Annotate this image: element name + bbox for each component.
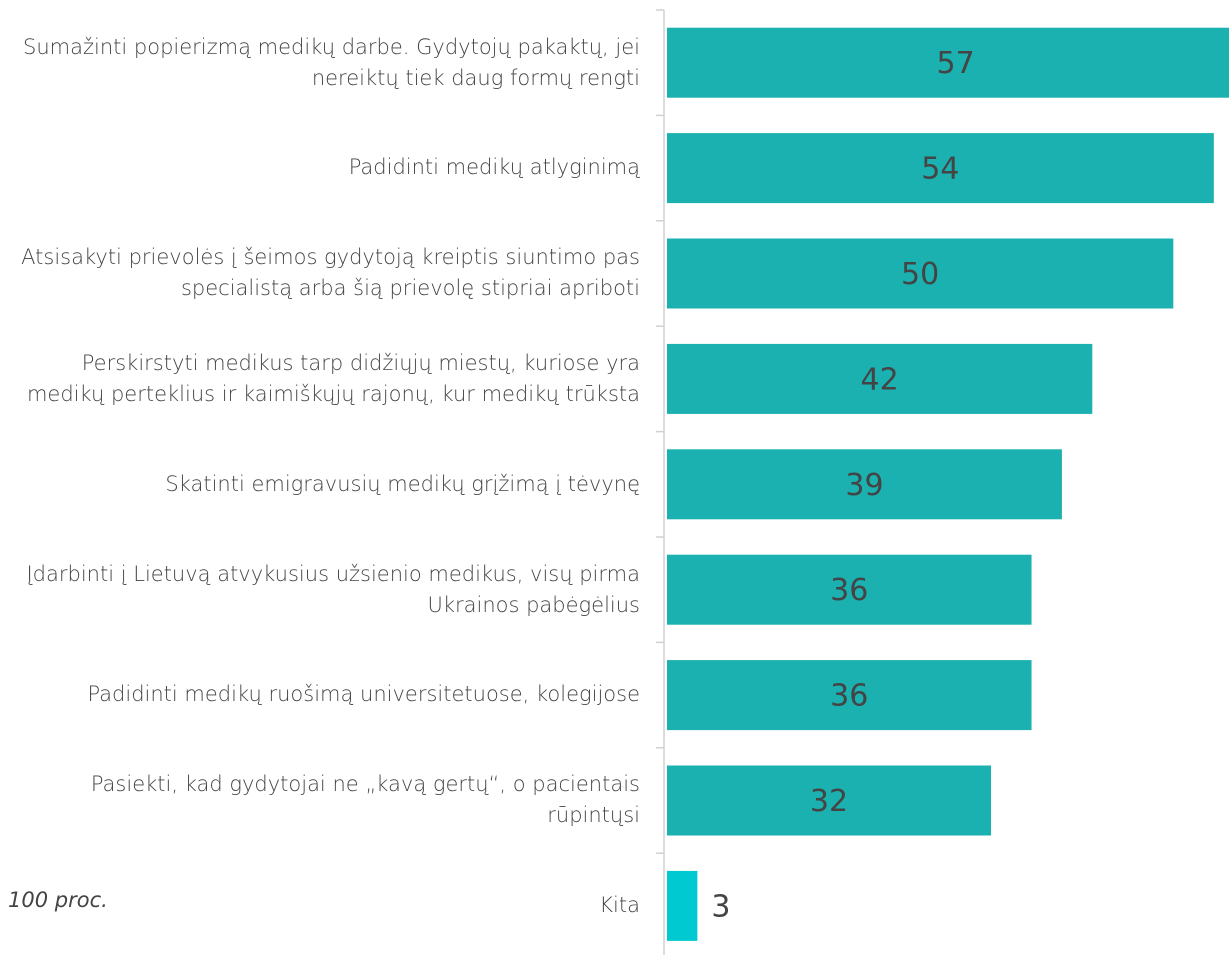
value-label: 54 [921,152,959,187]
value-label: 39 [845,468,883,503]
category-label: Atsisakyti prievolės į šeimos gydytoją k… [21,245,640,301]
bar [667,660,1032,731]
category-label-box: Skatinti emigravusių medikų grįžimą į tė… [0,432,640,537]
value-label: 50 [901,257,939,292]
value-label: 57 [937,46,975,81]
bar [667,133,1214,204]
value-label: 32 [810,784,848,819]
category-label-box: Įdarbinti į Lietuvą atvykusius užsienio … [0,537,640,642]
category-label-box: Kita [0,853,640,958]
category-label: Sumažinti popierizmą medikų darbe. Gydyt… [23,34,640,90]
category-label: Padidinti medikų atlyginimą [348,155,640,180]
category-label-box: Padidinti medikų atlyginimą [0,115,640,220]
value-label: 3 [711,889,730,924]
category-label: Skatinti emigravusių medikų grįžimą į tė… [165,471,640,496]
category-label: Kita [599,893,640,918]
bar [667,554,1032,625]
category-label-box: Perskirstyti medikus tarp didžiųjų miest… [0,326,640,431]
category-label-box: Atsisakyti prievolės į šeimos gydytoją k… [0,221,640,326]
category-label-box: Sumažinti popierizmą medikų darbe. Gydyt… [0,10,640,115]
bar [667,27,1229,98]
bar [667,449,1062,520]
category-label: Pasiekti, kad gydytojai ne „kavą gertų“,… [90,772,640,828]
bar [667,343,1093,414]
bar [667,238,1174,309]
category-label-box: Padidinti medikų ruošimą universitetuose… [0,642,640,747]
value-label: 36 [830,573,868,608]
bar [667,870,698,941]
value-label: 42 [861,362,899,397]
note: 100 proc. [8,888,108,912]
category-label-box: Pasiekti, kad gydytojai ne „kavą gertų“,… [0,748,640,853]
category-label: Įdarbinti į Lietuvą atvykusius užsienio … [26,561,640,617]
bar [667,765,992,836]
category-label: Perskirstyti medikus tarp didžiųjų miest… [26,350,640,406]
value-label: 36 [830,679,868,714]
category-label: Padidinti medikų ruošimą universitetuose… [87,682,640,707]
